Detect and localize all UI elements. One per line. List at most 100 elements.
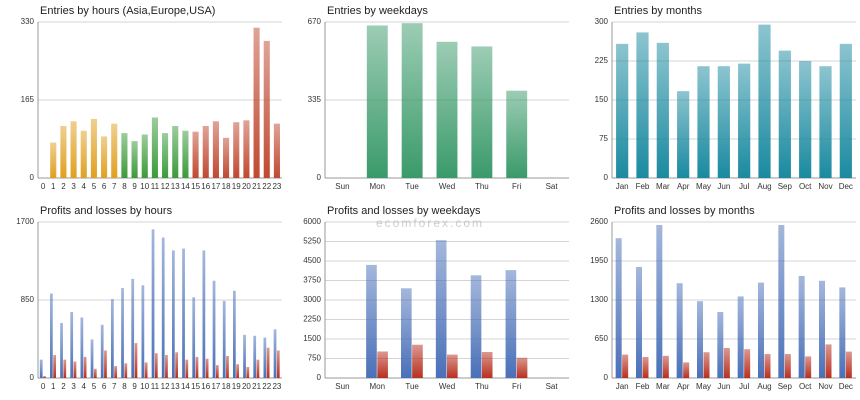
y-tick-label: 3750 xyxy=(303,276,321,285)
bar xyxy=(703,352,710,378)
bar xyxy=(233,122,240,178)
bar xyxy=(39,359,43,378)
bar xyxy=(154,353,158,378)
bar xyxy=(471,46,493,179)
bar xyxy=(165,355,168,378)
bar xyxy=(49,293,53,378)
bar xyxy=(642,357,649,378)
bar xyxy=(784,354,791,378)
bar xyxy=(73,361,77,378)
bar xyxy=(635,267,642,378)
chart-title: Profits and losses by hours xyxy=(40,205,173,217)
bar xyxy=(656,225,663,378)
bar xyxy=(683,362,690,378)
x-tick-label: Tue xyxy=(405,382,419,391)
y-tick-label: 75 xyxy=(599,134,608,143)
bar xyxy=(50,142,57,178)
bar xyxy=(412,344,423,378)
bar xyxy=(273,123,280,178)
bar xyxy=(805,356,812,378)
bar xyxy=(226,355,229,378)
x-tick-label: Sat xyxy=(546,382,559,391)
bar xyxy=(764,354,771,378)
bar xyxy=(266,347,270,378)
x-tick-label: Dec xyxy=(839,182,853,191)
x-tick-label: Wed xyxy=(439,382,455,391)
bar xyxy=(202,250,206,378)
bar xyxy=(90,339,94,378)
bar xyxy=(799,61,812,178)
x-tick-label: Mar xyxy=(656,382,670,391)
bar xyxy=(134,343,138,378)
bar xyxy=(205,358,209,378)
y-tick-label: 0 xyxy=(604,373,609,382)
bar xyxy=(253,27,260,178)
bar xyxy=(151,117,158,178)
bar xyxy=(124,363,128,378)
bar xyxy=(141,285,145,378)
x-tick-label: 8 xyxy=(122,182,127,191)
chart-title: Entries by weekdays xyxy=(327,5,428,17)
chart-title: Profits and losses by weekdays xyxy=(327,205,481,217)
bar xyxy=(223,137,230,178)
bar xyxy=(256,359,260,378)
y-tick-label: 0 xyxy=(317,173,322,182)
y-tick-label: 300 xyxy=(595,17,609,26)
bar xyxy=(717,312,724,378)
bar xyxy=(161,237,165,378)
bar xyxy=(114,366,118,378)
bar xyxy=(222,300,226,378)
bar xyxy=(131,141,138,178)
bar xyxy=(185,359,189,378)
x-tick-label: 6 xyxy=(102,382,107,391)
x-tick-label: 18 xyxy=(222,182,231,191)
x-tick-label: Mon xyxy=(370,182,386,191)
bar xyxy=(622,354,629,378)
x-tick-label: Fri xyxy=(512,382,522,391)
watermark: ecomforex.com xyxy=(376,216,484,230)
y-tick-label: 4500 xyxy=(303,256,321,265)
bar xyxy=(276,350,280,378)
bar xyxy=(662,355,669,378)
bar xyxy=(243,120,250,178)
bar xyxy=(616,43,629,179)
x-tick-label: 14 xyxy=(181,182,190,191)
bar xyxy=(90,118,97,178)
y-tick-label: 0 xyxy=(30,373,35,382)
bar xyxy=(104,350,107,378)
chart-title: Profits and losses by months xyxy=(614,205,755,217)
y-tick-label: 1950 xyxy=(590,256,608,265)
x-tick-label: Thu xyxy=(475,182,489,191)
bar xyxy=(506,90,528,178)
bar xyxy=(818,280,825,378)
bar xyxy=(723,348,730,378)
bar xyxy=(676,283,683,378)
bar xyxy=(246,366,250,378)
x-tick-label: Jan xyxy=(616,382,629,391)
x-tick-label: 1 xyxy=(51,182,56,191)
x-tick-label: 17 xyxy=(211,382,220,391)
x-tick-label: 7 xyxy=(112,382,117,391)
x-tick-label: 22 xyxy=(262,382,271,391)
bar xyxy=(162,133,169,178)
x-tick-label: Wed xyxy=(439,182,455,191)
x-tick-label: Jun xyxy=(717,382,730,391)
bar xyxy=(70,311,74,378)
bar xyxy=(436,41,458,178)
bar xyxy=(121,133,128,178)
x-tick-label: 21 xyxy=(252,382,261,391)
bar xyxy=(447,354,458,378)
bar xyxy=(263,40,270,179)
bar xyxy=(263,337,267,378)
x-tick-label: 11 xyxy=(151,382,160,391)
bar xyxy=(80,130,87,178)
y-tick-label: 6000 xyxy=(303,217,321,226)
y-tick-label: 165 xyxy=(21,95,35,104)
y-tick-label: 3000 xyxy=(303,295,321,304)
bar xyxy=(825,344,832,378)
x-tick-label: Sep xyxy=(778,182,793,191)
bar xyxy=(53,355,57,378)
bar xyxy=(101,136,108,178)
y-tick-label: 650 xyxy=(595,334,609,343)
